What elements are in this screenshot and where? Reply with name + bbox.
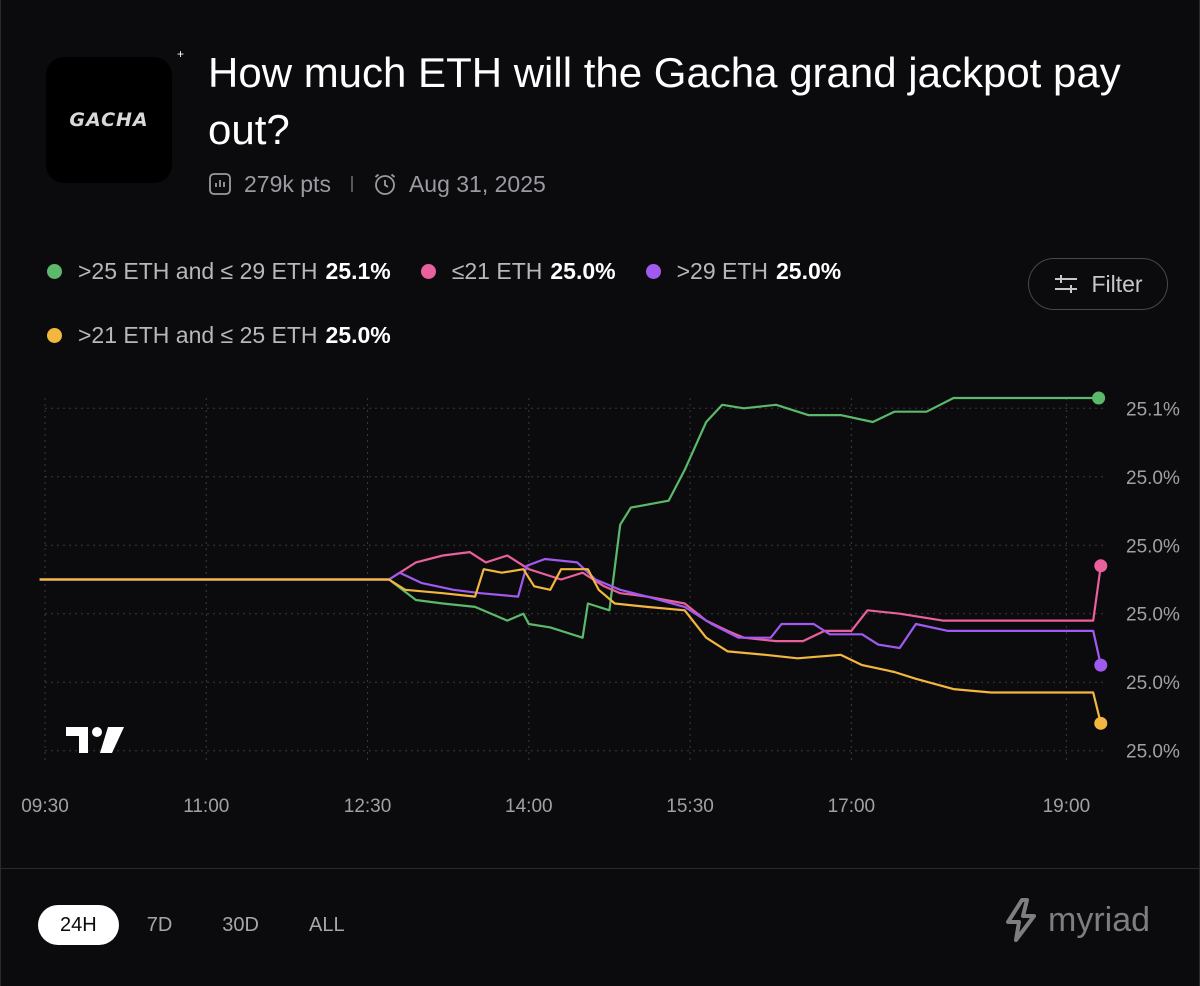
legend-value: 25.1% bbox=[325, 258, 391, 284]
series-end-dot bbox=[1092, 391, 1106, 405]
tradingview-logo-icon bbox=[66, 727, 124, 753]
legend-value: 25.0% bbox=[325, 322, 391, 348]
y-tick-label: 25.0% bbox=[1126, 742, 1180, 763]
tab-30d[interactable]: 30D bbox=[222, 913, 259, 936]
y-tick-label: 25.1% bbox=[1126, 399, 1180, 420]
series-line bbox=[39, 557, 1102, 666]
series-end-dot bbox=[1094, 658, 1108, 672]
filter-button[interactable]: Filter bbox=[1028, 258, 1168, 310]
tab-24h[interactable]: 24H bbox=[38, 905, 119, 945]
legend-dot bbox=[420, 264, 436, 279]
x-tick-label: 09:30 bbox=[21, 796, 69, 817]
series-line bbox=[39, 568, 1102, 724]
bar-chart-icon bbox=[209, 173, 231, 195]
brand-logo: myriad bbox=[1004, 898, 1150, 942]
y-tick-label: 25.0% bbox=[1126, 468, 1180, 489]
x-tick-label: 19:00 bbox=[1043, 796, 1091, 817]
x-tick-label: 11:00 bbox=[183, 796, 229, 817]
legend-dot bbox=[47, 328, 62, 343]
x-tick-label: 17:00 bbox=[828, 796, 876, 817]
legend-item[interactable]: ≤21 ETH 25.0% bbox=[420, 258, 616, 285]
x-tick-label: 12:30 bbox=[344, 796, 392, 817]
legend-item[interactable]: >21 ETH and ≤ 25 ETH 25.0% bbox=[47, 322, 391, 349]
legend-value: 25.0% bbox=[550, 258, 616, 284]
legend-label: ≤21 ETH bbox=[451, 258, 543, 284]
legend-row-1: >25 ETH and ≤ 29 ETH 25.1% ≤21 ETH 25.0%… bbox=[47, 258, 871, 285]
x-tick-label: 15:30 bbox=[666, 796, 714, 817]
footer-divider bbox=[0, 868, 1200, 869]
series-line bbox=[39, 396, 1099, 639]
sparkle-icon: + bbox=[176, 47, 184, 61]
alarm-clock-icon bbox=[374, 173, 396, 195]
legend-row-2: >21 ETH and ≤ 25 ETH 25.0% bbox=[47, 322, 421, 349]
timeframe-tabs: 24H 7D 30D ALL bbox=[38, 905, 373, 945]
tab-7d[interactable]: 7D bbox=[146, 913, 173, 936]
points-text: 279k pts bbox=[244, 170, 331, 197]
y-tick-label: 25.0% bbox=[1126, 673, 1180, 694]
frame-left-border bbox=[0, 0, 1, 986]
legend-item[interactable]: >25 ETH and ≤ 29 ETH 25.1% bbox=[47, 258, 391, 285]
legend-dot bbox=[645, 264, 661, 279]
y-tick-label: 25.0% bbox=[1126, 605, 1180, 626]
series-end-dot bbox=[1094, 716, 1108, 730]
sliders-icon bbox=[1055, 275, 1078, 293]
legend-label: >21 ETH and ≤ 25 ETH bbox=[78, 322, 318, 348]
legend-label: >25 ETH and ≤ 29 ETH bbox=[78, 258, 318, 284]
legend-value: 25.0% bbox=[776, 258, 842, 284]
probability-chart[interactable]: 25.1% 25.0% 25.0% 25.0% 25.0% 25.0% 09:30 11:00… bbox=[0, 370, 1200, 820]
series-line bbox=[39, 551, 1102, 643]
legend-dot bbox=[47, 264, 62, 279]
logo-wordmark: GACHA bbox=[69, 109, 149, 131]
tab-all[interactable]: ALL bbox=[308, 913, 345, 936]
market-title: How much ETH will the Gacha grand jackpo… bbox=[208, 49, 1121, 153]
lightning-bolt-icon bbox=[1006, 898, 1036, 942]
brand-name: myriad bbox=[1048, 900, 1151, 939]
market-meta: 279k pts Aug 31, 2025 bbox=[208, 166, 546, 202]
legend-label: >29 ETH bbox=[676, 258, 768, 284]
y-tick-label: 25.0% bbox=[1126, 536, 1180, 557]
meta-separator bbox=[350, 176, 353, 192]
end-date-text: Aug 31, 2025 bbox=[408, 170, 546, 197]
x-tick-label: 14:00 bbox=[505, 796, 553, 817]
legend-item[interactable]: >29 ETH 25.0% bbox=[645, 258, 842, 285]
series-end-dot bbox=[1094, 559, 1108, 573]
market-logo: GACHA + bbox=[46, 47, 184, 183]
filter-label: Filter bbox=[1091, 270, 1143, 297]
